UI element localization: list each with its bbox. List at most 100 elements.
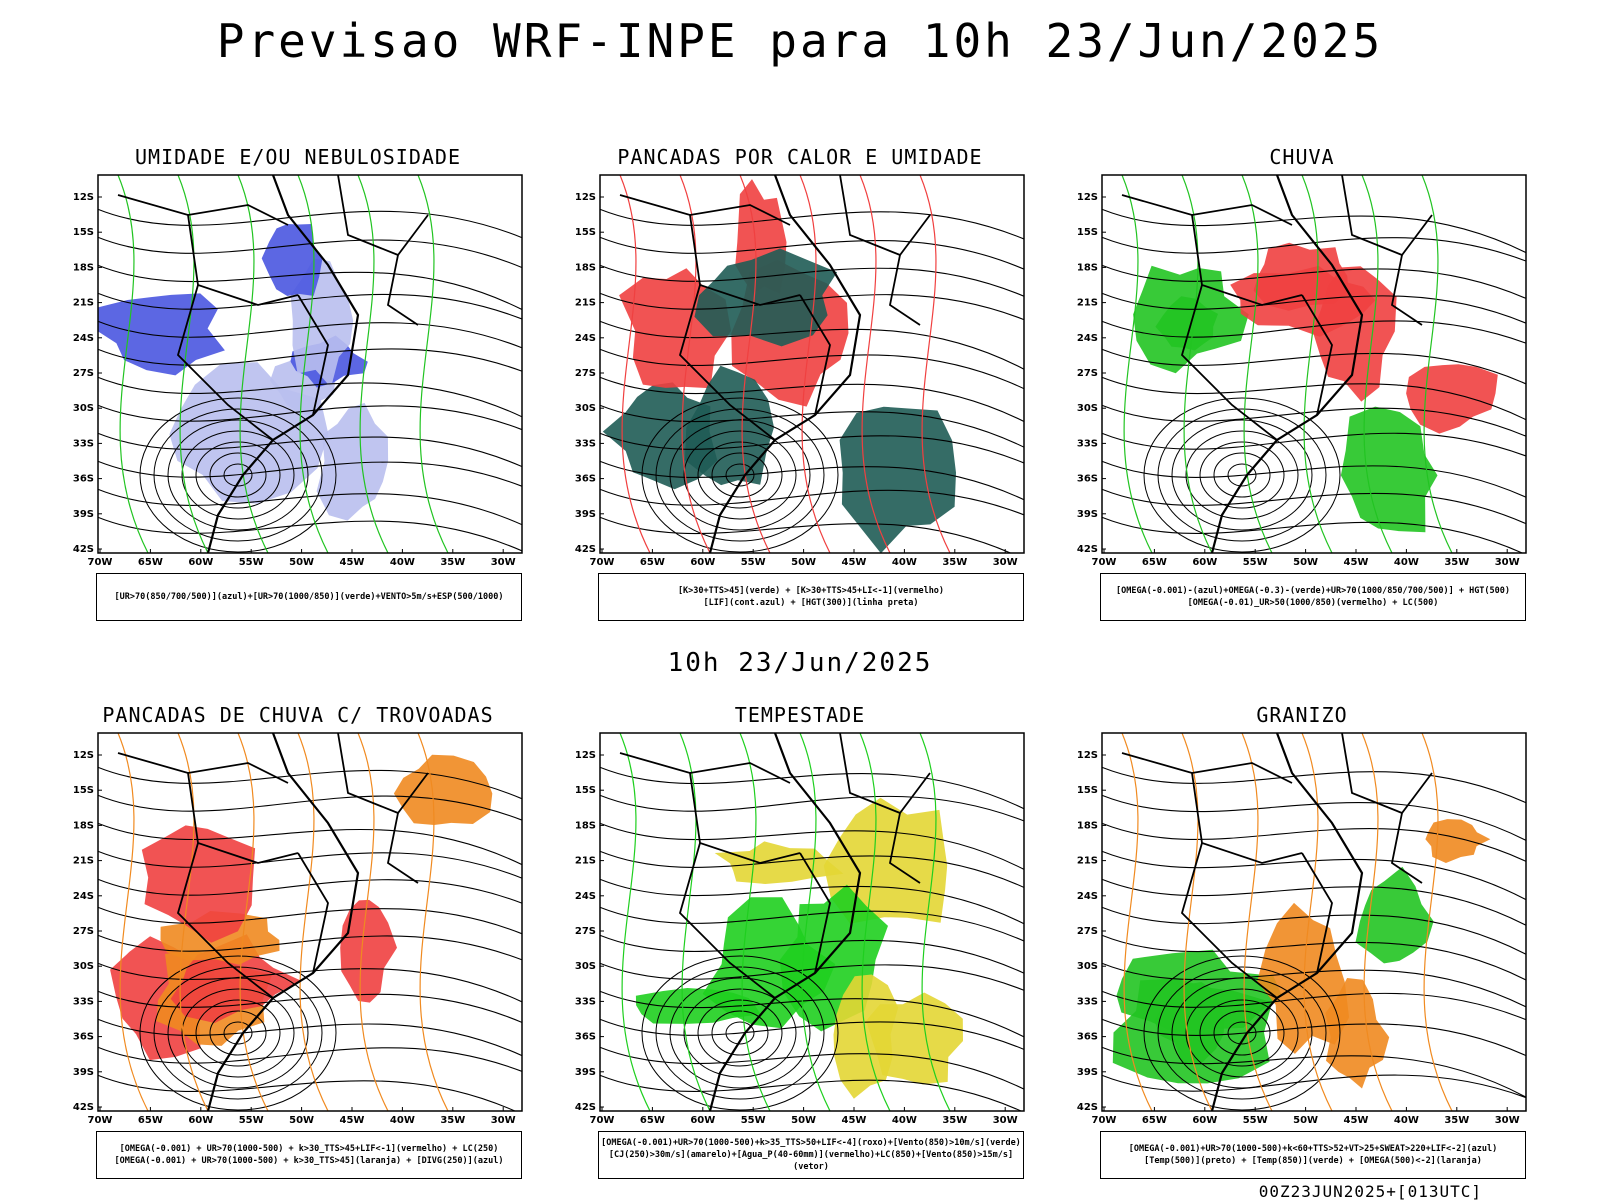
isoline <box>1102 432 1526 457</box>
isoline <box>600 1046 1024 1090</box>
legend-line: [OMEGA(-0.001) + UR>70(1000-500) + k>30_… <box>114 1156 504 1166</box>
isoline <box>600 292 1024 321</box>
isoline <box>1102 794 1526 842</box>
state-border <box>1341 175 1433 257</box>
state-border <box>297 294 329 416</box>
shaded-region <box>1340 406 1438 533</box>
lat-tick-label: 39S <box>1077 1067 1098 1078</box>
state-border <box>117 752 289 784</box>
low-pressure-contour <box>641 397 839 553</box>
isoline <box>600 236 1024 270</box>
lon-tick-label: 70W <box>1092 1115 1117 1126</box>
lat-tick-label: 27S <box>1077 926 1098 937</box>
low-pressure-contour <box>655 966 825 1100</box>
lat-tick-label: 36S <box>575 474 596 485</box>
low-pressure-contour <box>195 441 281 509</box>
lon-tick-label: 60W <box>188 557 213 568</box>
low-pressure-contour <box>1227 463 1257 487</box>
forecast-time-label: 10h 23/Jun/2025 <box>667 648 933 678</box>
isoline <box>600 320 1024 371</box>
panel-title: PANCADAS POR CALOR E UMIDADE <box>617 145 983 169</box>
lon-tick-label: 60W <box>1192 1115 1217 1126</box>
colored-contour <box>117 733 149 1111</box>
shaded-region <box>169 362 329 504</box>
isoline <box>98 516 522 552</box>
state-border <box>1180 842 1278 999</box>
low-pressure-contour <box>683 430 797 520</box>
low-pressure-contour <box>181 988 295 1078</box>
colored-contour <box>417 733 449 1111</box>
lon-tick-label: 35W <box>440 557 465 568</box>
panel-legend: [OMEGA(-0.001)+UR>70(1000-500)+k>35_TTS>… <box>598 1131 1024 1179</box>
legend-line: [LIF](cont.azul) + [HGT(300)](linha pret… <box>703 598 919 608</box>
lat-tick-label: 42S <box>73 1102 94 1113</box>
colored-contour <box>739 733 771 1111</box>
lon-tick-label: 35W <box>1444 557 1469 568</box>
colored-contour <box>177 733 209 1111</box>
colored-contour <box>679 733 711 1111</box>
isoline <box>1102 264 1526 300</box>
coastline <box>1210 733 1364 1111</box>
lat-tick-label: 39S <box>1077 509 1098 520</box>
low-pressure-contour <box>209 452 267 498</box>
lat-tick-label: 36S <box>73 1032 94 1043</box>
map-layers <box>98 175 522 553</box>
colored-contour <box>739 175 771 553</box>
shaded-region <box>261 224 323 296</box>
low-pressure-contour <box>697 999 783 1067</box>
map-layers <box>98 733 522 1111</box>
lon-tick-label: 30W <box>491 557 516 568</box>
legend-line: [UR>70(850/700/500)](azul)+[UR>70(1000/8… <box>114 592 504 602</box>
panel-title: CHUVA <box>1269 145 1335 169</box>
colored-contour <box>1301 733 1333 1111</box>
lon-tick-label: 45W <box>1344 1115 1369 1126</box>
lat-tick-label: 33S <box>1077 438 1098 449</box>
isoline <box>98 794 522 821</box>
shaded-region <box>316 402 389 521</box>
lon-tick-label: 55W <box>1243 557 1268 568</box>
lon-tick-label: 65W <box>640 1115 665 1126</box>
lon-tick-label: 60W <box>1192 557 1217 568</box>
shaded-region <box>1230 265 1376 337</box>
isoline <box>600 794 1024 822</box>
map-plot: 12S 15S 18S 21S 24S 27S 30S 33S 36S 39S 42S 70W 65W 6… <box>73 732 523 1126</box>
isoline <box>1102 1046 1526 1098</box>
colored-contour <box>417 175 449 553</box>
panel-legend: [OMEGA(-0.001)-(azul)+OMEGA(-0.3)-(verde… <box>1100 573 1526 621</box>
colored-contour <box>619 175 651 553</box>
lon-tick-label: 50W <box>791 1115 816 1126</box>
low-pressure-contour <box>725 1021 755 1045</box>
colored-contour <box>799 733 831 1111</box>
isoline <box>1102 236 1526 262</box>
lat-tick-label: 27S <box>73 368 94 379</box>
isoline <box>600 516 1012 553</box>
lon-tick-label: 30W <box>1495 557 1520 568</box>
low-pressure-contour <box>1171 419 1313 531</box>
state-border <box>337 175 429 257</box>
state-border <box>176 842 274 999</box>
lat-tick-label: 24S <box>1077 891 1098 902</box>
state-border <box>678 842 776 999</box>
colored-contour <box>297 733 329 1111</box>
colored-contour <box>1361 733 1393 1111</box>
isoline <box>98 404 522 431</box>
state-border <box>1121 194 1293 226</box>
state-border <box>839 175 931 257</box>
lon-tick-label: 60W <box>188 1115 213 1126</box>
model-run-stamp: 00Z23JUN2025+[013UTC] <box>1258 1182 1482 1201</box>
isoline <box>98 934 522 961</box>
colored-contour <box>1181 175 1213 553</box>
isoline <box>600 1074 1022 1111</box>
lat-tick-label: 42S <box>73 544 94 555</box>
isoline <box>1102 962 1526 1008</box>
lat-tick-label: 33S <box>575 996 596 1007</box>
colored-contour <box>1241 733 1273 1111</box>
coastline <box>1210 175 1364 553</box>
low-pressure-contour <box>711 452 769 498</box>
lat-tick-label: 30S <box>575 403 596 414</box>
isoline <box>1102 878 1526 927</box>
isoline <box>98 376 522 418</box>
lat-tick-label: 12S <box>1077 750 1098 761</box>
map-plot: 12S 15S 18S 21S 24S 27S 30S 33S 36S 39S 42S 70W 65W 6… <box>575 732 1025 1126</box>
state-border <box>689 214 801 306</box>
